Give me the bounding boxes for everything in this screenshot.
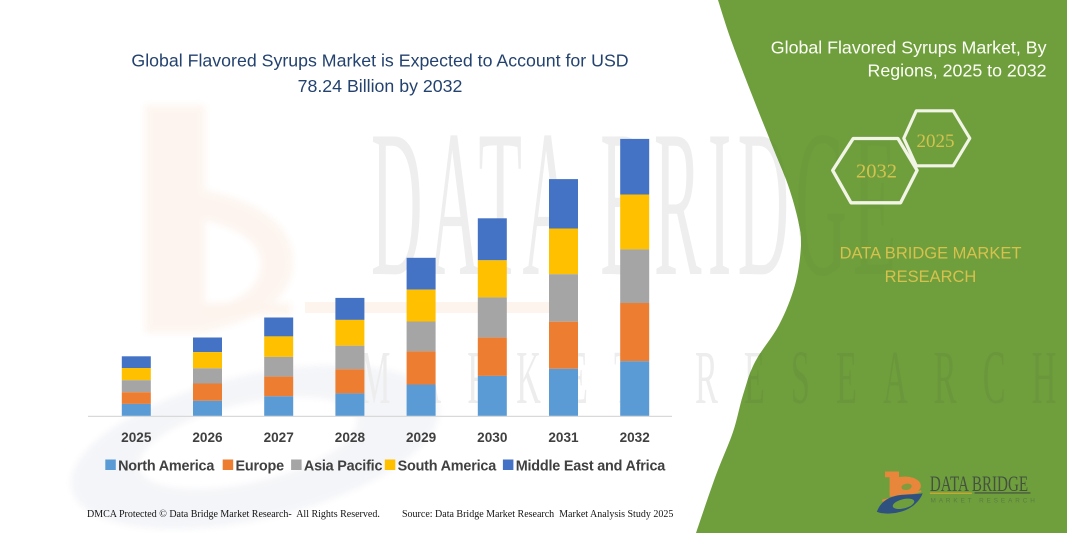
svg-text:Middle East and Africa: Middle East and Africa	[516, 458, 667, 474]
svg-text:2027: 2027	[264, 430, 294, 445]
svg-text:DATA BRIDGE MARKET: DATA BRIDGE MARKET	[840, 245, 1022, 263]
svg-text:2031: 2031	[548, 430, 579, 445]
svg-text:2028: 2028	[335, 430, 366, 445]
svg-text:2030: 2030	[477, 430, 507, 445]
svg-text:2029: 2029	[406, 430, 437, 445]
svg-text:2025: 2025	[121, 430, 152, 445]
svg-text:North America: North America	[118, 458, 215, 474]
svg-text:Source: Data Bridge Market Res: Source: Data Bridge Market Research Mark…	[402, 509, 673, 520]
svg-text:2032: 2032	[620, 430, 651, 445]
svg-text:Global Flavored Syrups Market: Global Flavored Syrups Market is Expecte…	[131, 51, 628, 71]
svg-text:78.24 Billion by 2032: 78.24 Billion by 2032	[298, 76, 463, 96]
svg-text:DMCA Protected © Data Bridge M: DMCA Protected © Data Bridge Market Rese…	[87, 509, 380, 520]
svg-text:RESEARCH: RESEARCH	[885, 268, 977, 286]
svg-text:Global Flavored Syrups Market,: Global Flavored Syrups Market, By	[771, 38, 1047, 58]
svg-text:2026: 2026	[192, 430, 223, 445]
svg-text:Europe: Europe	[236, 458, 285, 474]
svg-text:2025: 2025	[917, 131, 955, 152]
svg-text:South America: South America	[398, 458, 498, 474]
svg-text:2032: 2032	[856, 161, 897, 183]
svg-text:Regions, 2025 to 2032: Regions, 2025 to 2032	[868, 61, 1047, 81]
svg-text:MARKET RESEARCH: MARKET RESEARCH	[931, 497, 1038, 504]
svg-text:Asia Pacific: Asia Pacific	[304, 458, 383, 474]
